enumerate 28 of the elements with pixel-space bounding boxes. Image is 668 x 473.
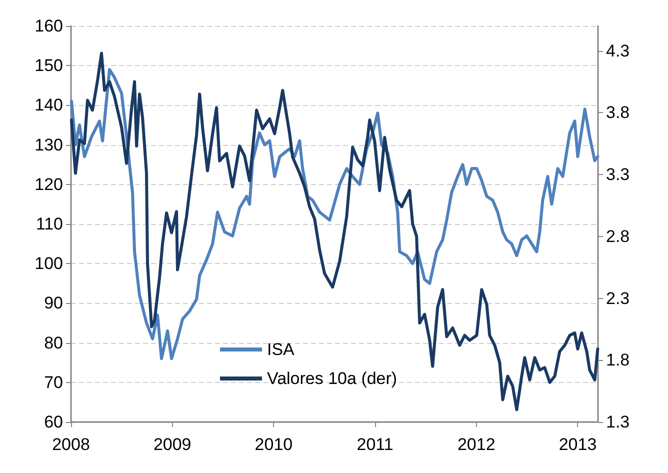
y2-tick-label: 3.8 [606, 103, 630, 122]
y2-tick-label: 2.3 [606, 288, 630, 308]
y-tick-label: 70 [44, 372, 63, 392]
y-tick-label: 90 [44, 294, 63, 313]
x-tick-label: 2008 [52, 435, 90, 454]
x-tick-label: 2012 [457, 435, 496, 454]
line-series [70, 52, 600, 412]
y2-tick-label: 1.3 [606, 412, 630, 432]
legend-label: ISA [267, 340, 296, 359]
x-tick-label: 2010 [254, 435, 293, 454]
y2-tick-label: 3.3 [606, 165, 630, 184]
y-tick-label: 150 [34, 56, 63, 76]
line-series [70, 68, 600, 360]
y-tick-label: 60 [44, 412, 63, 432]
y-tick-label: 100 [34, 254, 63, 274]
x-tick-label: 2009 [153, 435, 192, 454]
x-tick-label: 2011 [356, 435, 394, 454]
y2-tick-label: 1.8 [606, 350, 630, 370]
y-tick-label: 110 [36, 214, 63, 234]
y2-tick-label: 2.8 [606, 226, 630, 246]
legend-label: Valores 10a (der) [267, 369, 398, 388]
y-tick-label: 130 [34, 135, 63, 154]
x-tick-label: 2013 [558, 435, 597, 454]
y-tick-label: 120 [34, 174, 63, 194]
y-tick-label: 80 [44, 333, 63, 352]
y2-tick-label: 4.3 [606, 41, 630, 60]
y-tick-label: 140 [34, 96, 63, 115]
y-tick-label: 160 [34, 16, 63, 36]
